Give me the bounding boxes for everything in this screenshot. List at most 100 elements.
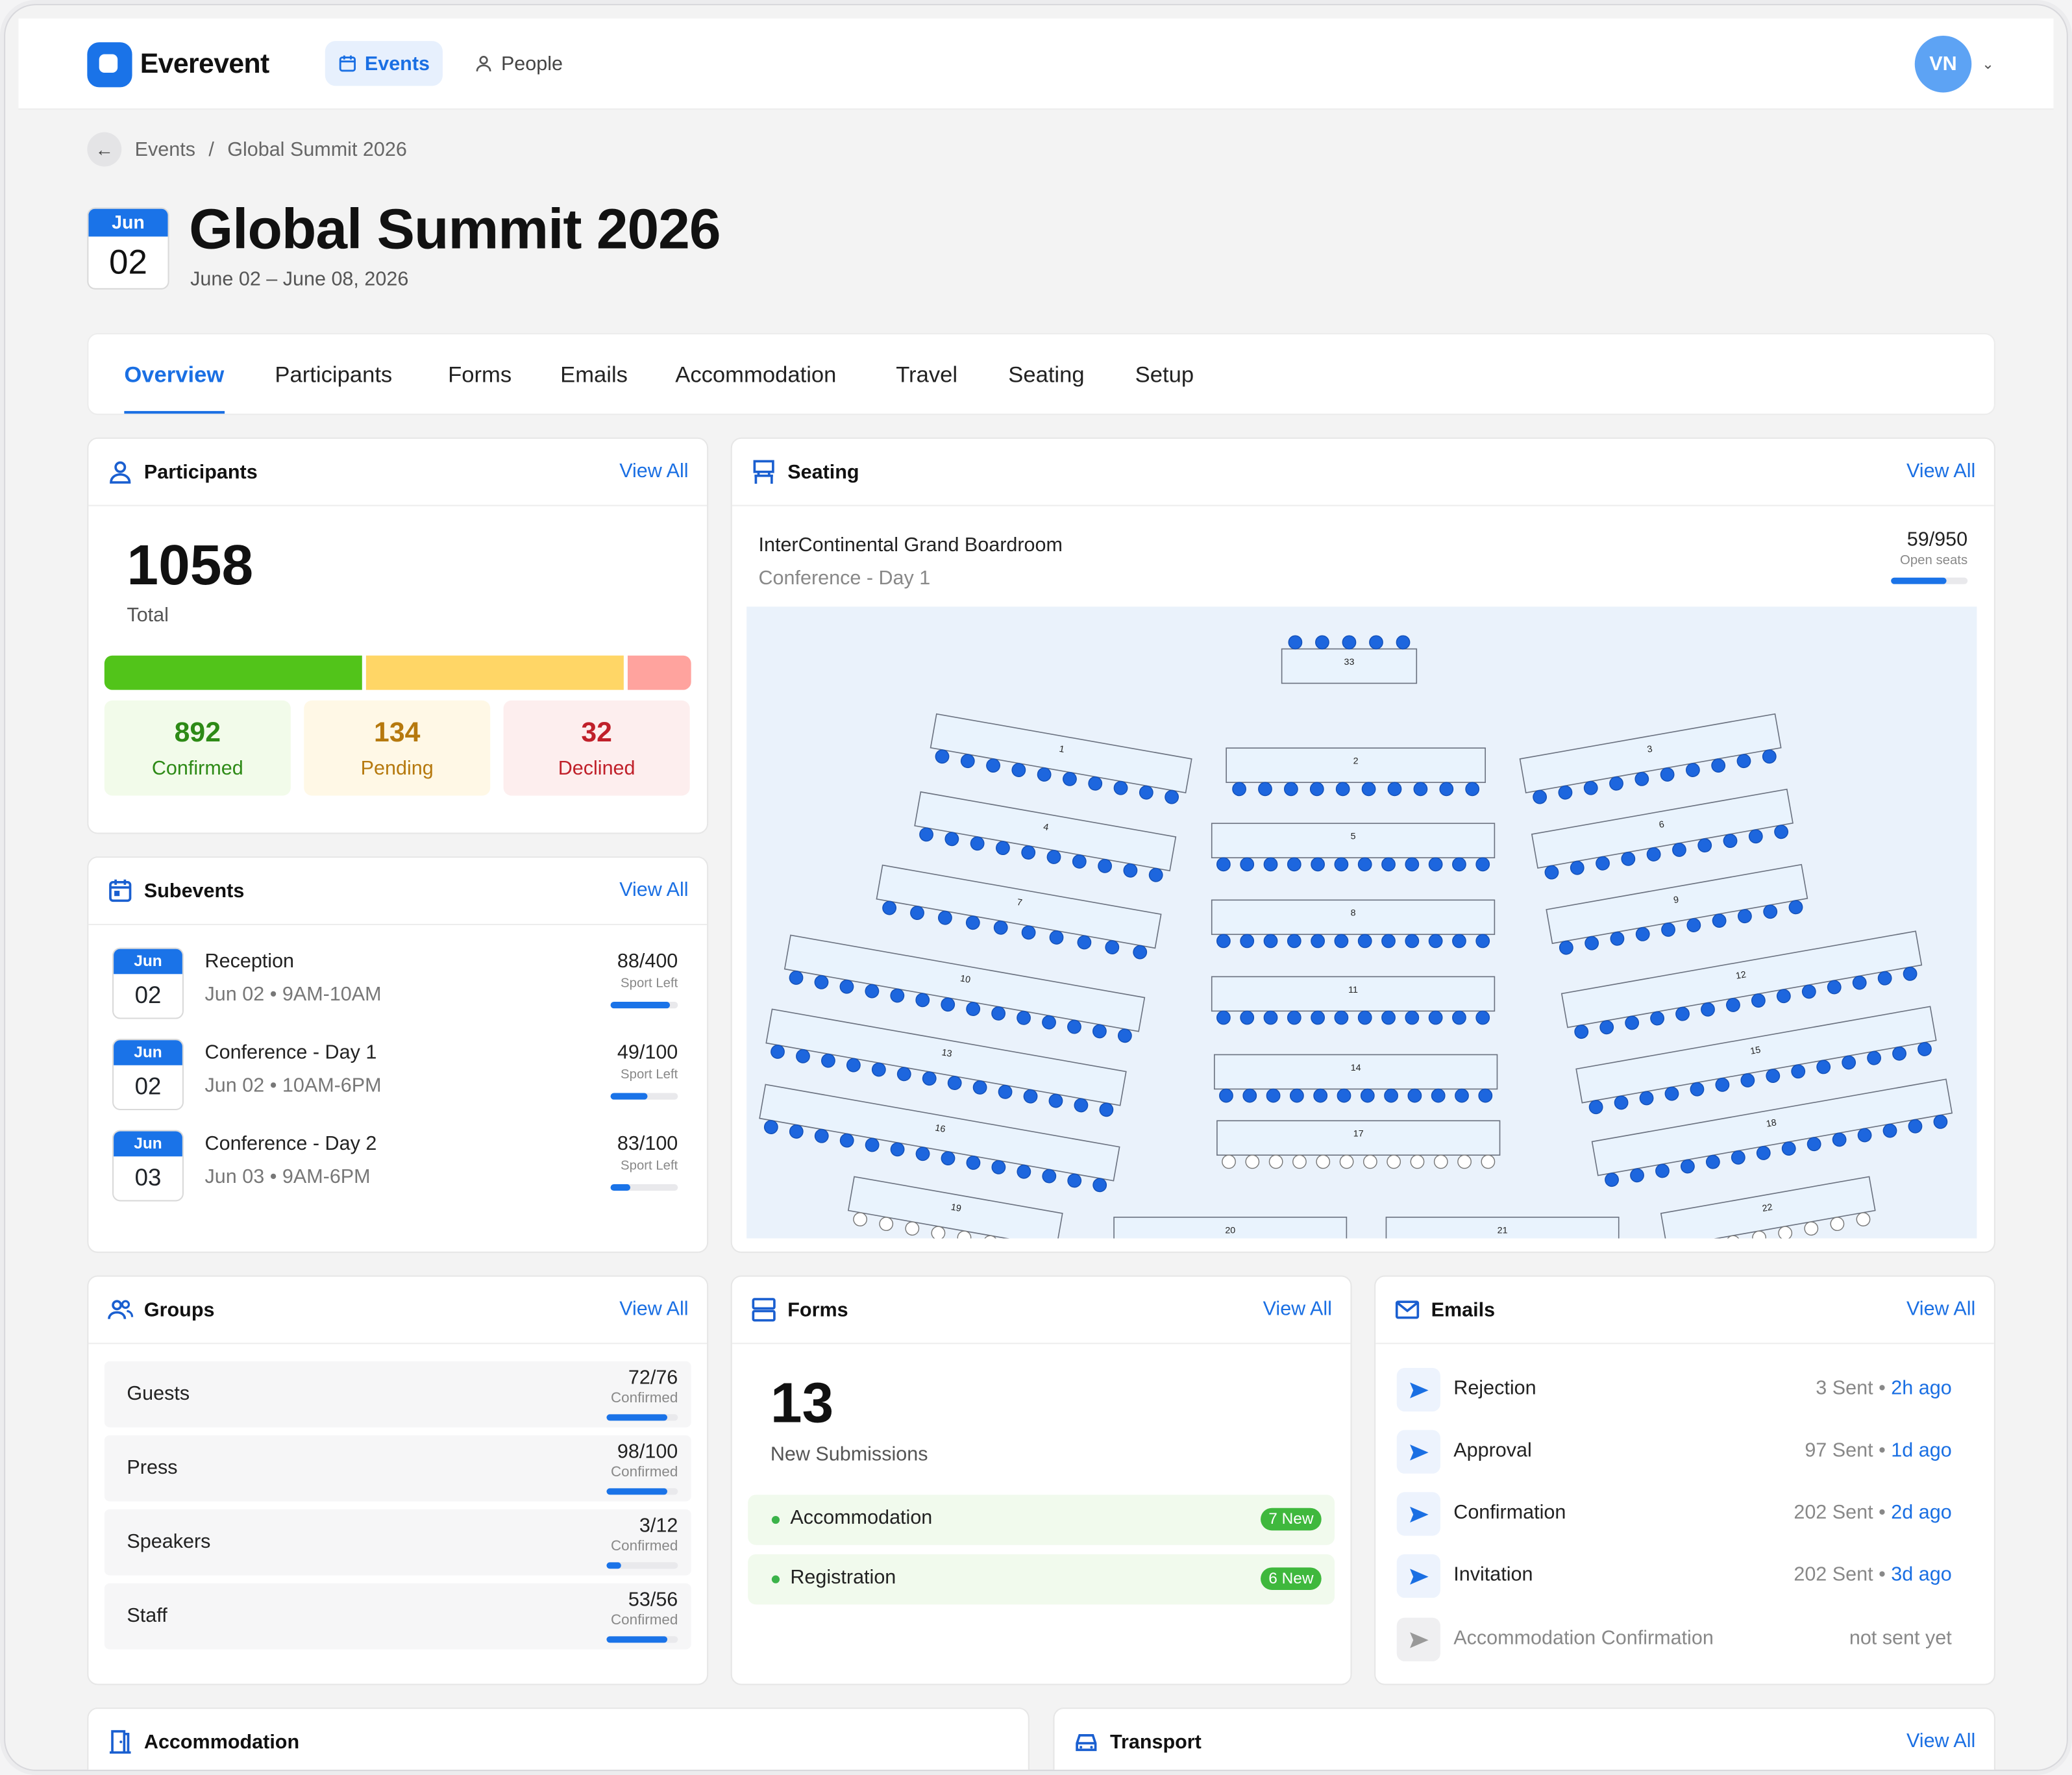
seat-occupied[interactable] <box>1697 838 1712 853</box>
seat-table-9[interactable]: 9 <box>1546 863 1810 956</box>
seat-occupied[interactable] <box>940 997 956 1012</box>
seat-open[interactable] <box>1363 1154 1377 1169</box>
seat-occupied[interactable] <box>1357 1010 1372 1025</box>
seat-occupied[interactable] <box>1288 635 1303 650</box>
seat-occupied[interactable] <box>1558 785 1573 801</box>
seat-occupied[interactable] <box>1132 945 1148 960</box>
seat-table-1[interactable]: 1 <box>928 713 1192 806</box>
seat-occupied[interactable] <box>966 1155 981 1171</box>
seat-occupied[interactable] <box>1762 749 1777 764</box>
seat-occupied[interactable] <box>1240 934 1255 949</box>
seat-occupied[interactable] <box>1092 1178 1107 1193</box>
seat-occupied[interactable] <box>1139 785 1154 801</box>
seat-occupied[interactable] <box>1773 825 1789 840</box>
seat-occupied[interactable] <box>1413 782 1428 797</box>
seat-occupied[interactable] <box>846 1058 861 1073</box>
seat-occupied[interactable] <box>1428 857 1443 872</box>
seat-occupied[interactable] <box>1559 940 1574 956</box>
seat-occupied[interactable] <box>1635 926 1651 942</box>
chevron-down-icon[interactable]: ⌄ <box>1982 56 1994 73</box>
seat-occupied[interactable] <box>1148 867 1164 883</box>
seat-open[interactable] <box>1316 1154 1331 1169</box>
seat-table-12[interactable]: 12 <box>1560 930 1924 1040</box>
seat-occupied[interactable] <box>1475 857 1490 872</box>
seat-occupied[interactable] <box>1599 1020 1614 1036</box>
seat-occupied[interactable] <box>1357 934 1372 949</box>
seat-occupied[interactable] <box>865 984 880 999</box>
tab-seating[interactable]: Seating <box>1008 362 1085 388</box>
seat-occupied[interactable] <box>1334 934 1349 949</box>
seat-occupied[interactable] <box>839 1133 855 1148</box>
seat-occupied[interactable] <box>1903 966 1918 982</box>
group-row[interactable]: Guests 72/76 Confirmed <box>104 1361 691 1428</box>
seat-table-5[interactable]: 5 <box>1211 823 1496 872</box>
seat-occupied[interactable] <box>1216 934 1231 949</box>
seat-occupied[interactable] <box>1046 849 1062 865</box>
seat-table-10[interactable]: 10 <box>782 934 1146 1044</box>
seat-occupied[interactable] <box>789 970 804 986</box>
seat-occupied[interactable] <box>1857 1128 1873 1143</box>
seat-occupied[interactable] <box>1311 1010 1325 1025</box>
seat-occupied[interactable] <box>1788 900 1804 915</box>
seat-occupied[interactable] <box>1685 762 1701 778</box>
form-row[interactable]: Registration 6 New <box>748 1554 1335 1605</box>
seat-occupied[interactable] <box>1020 845 1036 860</box>
seat-occupied[interactable] <box>1287 857 1301 872</box>
seat-occupied[interactable] <box>1263 1010 1278 1025</box>
seat-open[interactable] <box>1481 1154 1496 1169</box>
seat-occupied[interactable] <box>1737 908 1753 924</box>
seat-occupied[interactable] <box>985 758 1001 773</box>
seat-occupied[interactable] <box>1049 930 1065 945</box>
seat-occupied[interactable] <box>998 1084 1013 1100</box>
seat-occupied[interactable] <box>919 827 934 843</box>
seat-occupied[interactable] <box>1827 980 1842 995</box>
seat-occupied[interactable] <box>1790 1063 1806 1079</box>
group-row[interactable]: Staff 53/56 Confirmed <box>104 1583 691 1650</box>
seat-occupied[interactable] <box>1655 1163 1670 1179</box>
seat-occupied[interactable] <box>1164 789 1179 805</box>
seat-occupied[interactable] <box>1841 1055 1856 1071</box>
seat-occupied[interactable] <box>1452 1010 1466 1025</box>
seat-open[interactable] <box>852 1211 868 1227</box>
seat-open[interactable] <box>1751 1230 1767 1239</box>
seat-occupied[interactable] <box>1242 1088 1257 1103</box>
seat-table-19[interactable]: 19 <box>846 1176 1063 1239</box>
tab-overview[interactable]: Overview <box>124 334 225 414</box>
seat-occupied[interactable] <box>1240 857 1255 872</box>
seat-occupied[interactable] <box>1686 917 1702 933</box>
seat-occupied[interactable] <box>1315 635 1329 650</box>
seat-occupied[interactable] <box>947 1075 963 1091</box>
seat-table-2[interactable]: 2 <box>1226 747 1486 797</box>
seat-occupied[interactable] <box>1381 934 1396 949</box>
seat-occupied[interactable] <box>1216 857 1231 872</box>
seat-open[interactable] <box>905 1221 920 1236</box>
seat-occupied[interactable] <box>1614 1095 1629 1111</box>
seat-occupied[interactable] <box>770 1044 785 1060</box>
seat-occupied[interactable] <box>1604 1172 1620 1187</box>
seat-occupied[interactable] <box>1646 847 1662 862</box>
seat-occupied[interactable] <box>1263 934 1278 949</box>
seat-occupied[interactable] <box>1431 1088 1446 1103</box>
seat-occupied[interactable] <box>1723 833 1738 849</box>
seat-occupied[interactable] <box>814 974 830 990</box>
seat-occupied[interactable] <box>1570 860 1585 876</box>
subevents-view-all-link[interactable]: View All <box>619 878 689 902</box>
seat-table-33[interactable]: 33 <box>1281 635 1418 684</box>
seat-occupied[interactable] <box>795 1049 811 1064</box>
seat-occupied[interactable] <box>890 1142 906 1158</box>
seat-occupied[interactable] <box>1852 975 1868 991</box>
seat-occupied[interactable] <box>1664 1086 1680 1102</box>
seat-occupied[interactable] <box>1478 1088 1493 1103</box>
seat-occupied[interactable] <box>1219 1088 1233 1103</box>
seat-table-15[interactable]: 15 <box>1575 1006 1938 1115</box>
seat-occupied[interactable] <box>1609 776 1624 791</box>
seat-occupied[interactable] <box>1092 1024 1107 1039</box>
seat-occupied[interactable] <box>1062 771 1078 787</box>
seat-table-22[interactable]: 22 <box>1660 1176 1877 1239</box>
seat-occupied[interactable] <box>1334 1010 1349 1025</box>
seat-occupied[interactable] <box>1680 1159 1696 1174</box>
seat-occupied[interactable] <box>1917 1041 1932 1057</box>
breadcrumb-root[interactable]: Events <box>134 138 195 161</box>
user-avatar[interactable]: VN <box>1914 35 1972 93</box>
seat-occupied[interactable] <box>1624 1015 1640 1031</box>
